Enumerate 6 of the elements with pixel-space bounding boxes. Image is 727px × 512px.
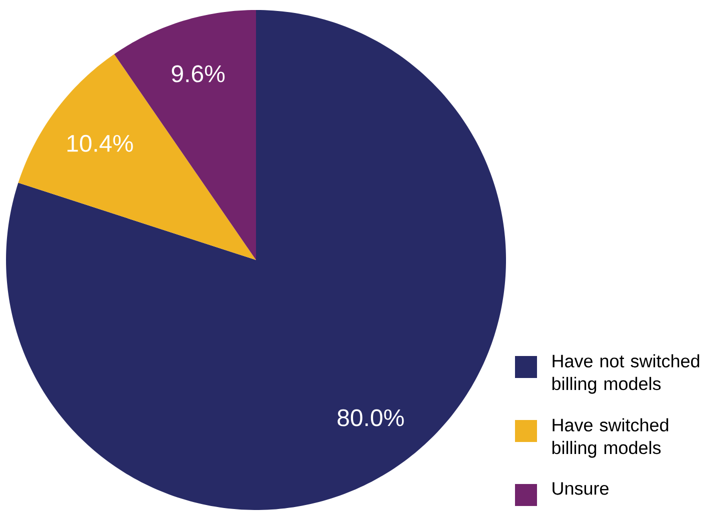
data-label: 9.6% <box>172 65 225 82</box>
legend-label: Unsure <box>552 482 608 495</box>
data-label: 10.4% <box>68 134 133 152</box>
legend-label: Have switched billing models <box>552 418 668 458</box>
data-label: 80.0% <box>338 409 404 426</box>
legend-label: Have not switched billing models <box>552 354 700 394</box>
